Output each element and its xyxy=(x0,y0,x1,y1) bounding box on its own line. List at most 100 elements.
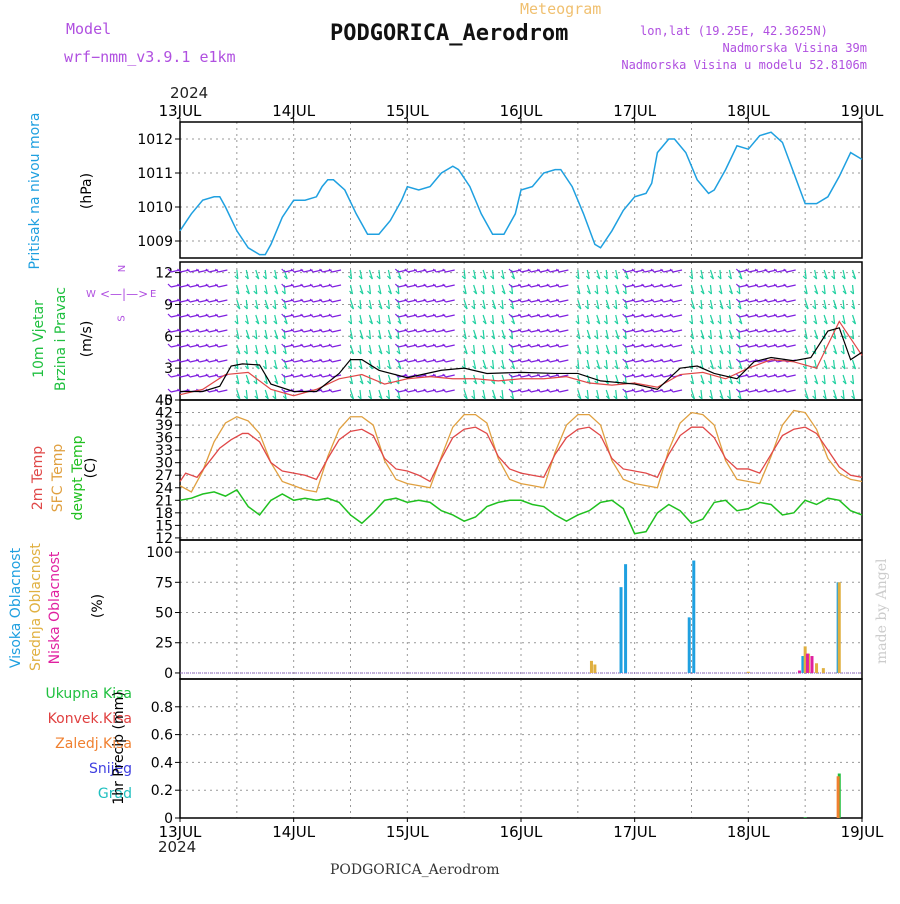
wind-barb-head xyxy=(773,298,778,303)
sfc-temp-line xyxy=(179,409,863,493)
wind-barb xyxy=(245,299,248,310)
wind-barb-head xyxy=(357,350,362,355)
wind-barb xyxy=(842,389,845,400)
wind-barb xyxy=(709,389,714,400)
wind-barb-head xyxy=(555,313,560,318)
wind-barb-head xyxy=(831,320,836,325)
wind-barb-head xyxy=(369,320,373,325)
wind-barb xyxy=(596,299,600,310)
wind-barb xyxy=(264,374,268,385)
wind-barb-head xyxy=(546,328,551,333)
wind-barb-head xyxy=(536,388,541,393)
wind-barb xyxy=(463,284,467,295)
wind-barb-head xyxy=(536,358,541,363)
lonlat: lon,lat (19.25E, 42.3625N) xyxy=(640,24,828,38)
wind-barb-head xyxy=(527,343,532,348)
wind-barb xyxy=(264,359,267,370)
wind-barb-head xyxy=(691,395,695,400)
wind-barb-head xyxy=(473,380,478,385)
wind-barb-head xyxy=(745,328,750,333)
cloud-high-title: Visoka Oblacnost xyxy=(8,547,24,669)
wind-barb-head xyxy=(719,350,724,355)
wind-barb-head xyxy=(244,365,249,370)
wind-barb-head xyxy=(413,268,418,273)
wind-barb xyxy=(245,329,250,340)
wind-barb-head xyxy=(214,358,219,363)
wind-barb-head xyxy=(669,328,674,333)
y-tick-label: 3 xyxy=(164,361,173,377)
legend-snow: Snijeg xyxy=(88,761,132,777)
wind-barb xyxy=(236,389,241,400)
wind-barb-head xyxy=(167,388,172,393)
wind-barb xyxy=(482,314,487,325)
wind-barb-head xyxy=(710,320,714,325)
wind-barb-head xyxy=(735,358,740,363)
wind-barb-head xyxy=(813,275,818,280)
wind-barb xyxy=(823,374,826,385)
x-tick-label-bottom: 18JUL xyxy=(727,823,770,841)
wind-barb-head xyxy=(700,290,705,295)
wind-barb xyxy=(728,269,732,280)
wind-barb xyxy=(501,359,505,370)
wind-barb xyxy=(482,284,485,295)
wind-barb-head xyxy=(546,388,551,393)
wind-barb xyxy=(245,314,249,325)
wind-barb-head xyxy=(281,388,286,393)
cloud-unit: (%) xyxy=(90,593,106,619)
wind-barb-head xyxy=(461,275,466,280)
wind-barb-head xyxy=(300,328,305,333)
wind-barb-head xyxy=(273,320,278,325)
wind-barb xyxy=(331,284,342,288)
wind-barb xyxy=(445,329,455,333)
wind-barb-head xyxy=(253,290,258,295)
wind-barb-head xyxy=(214,343,219,348)
wind-barb-head xyxy=(492,395,497,400)
wind-barb-head xyxy=(167,268,172,273)
wind-barb-head xyxy=(660,328,664,333)
wind-barb-head xyxy=(555,358,560,363)
wind-barb xyxy=(255,329,258,340)
wind-barb-head xyxy=(604,335,609,340)
wind-barb-head xyxy=(745,283,750,288)
wind-barb-head xyxy=(442,373,447,378)
y-tick-label: 0.2 xyxy=(151,783,173,799)
wind-barb-head xyxy=(255,320,260,325)
wind-barb-head xyxy=(235,290,240,295)
wind-barb-head xyxy=(509,335,513,340)
wind-barb-head xyxy=(195,358,200,363)
wind-barb xyxy=(368,389,373,400)
wind-barb xyxy=(559,269,569,273)
wind-barb xyxy=(596,359,601,370)
wind-barb xyxy=(605,284,609,295)
wind-barb xyxy=(615,389,618,400)
x-tick-label-top: 16JUL xyxy=(500,102,543,120)
wind-barb-head xyxy=(605,395,610,400)
wind-barb xyxy=(255,314,260,325)
wind-barb xyxy=(596,389,600,400)
wind-barb-head xyxy=(698,350,703,355)
wind-barb xyxy=(577,269,580,280)
wind-barb-head xyxy=(205,328,210,333)
wind-barb xyxy=(387,329,392,340)
wind-barb-head xyxy=(669,343,674,348)
wind-barb xyxy=(596,284,599,295)
wind-barb-head xyxy=(432,283,437,288)
wind-barb xyxy=(586,314,590,325)
wind-barb xyxy=(387,359,391,370)
wind-barb-head xyxy=(576,335,581,340)
wind-barb-head xyxy=(432,313,437,318)
wind-barb xyxy=(851,344,856,355)
compass-w: W xyxy=(86,289,96,300)
wind-barb-head xyxy=(413,343,418,348)
wind-barb-head xyxy=(518,283,522,288)
wind-barb-head xyxy=(482,320,487,325)
wind-barb-head xyxy=(350,395,354,400)
wind-barb xyxy=(349,359,353,370)
wind-barb-head xyxy=(442,328,447,333)
wind-barb-head xyxy=(546,373,551,378)
wind-barb-head xyxy=(698,395,703,400)
wind-barb-head xyxy=(764,328,769,333)
wind-barb-head xyxy=(622,373,627,378)
wind-barb xyxy=(378,299,383,310)
